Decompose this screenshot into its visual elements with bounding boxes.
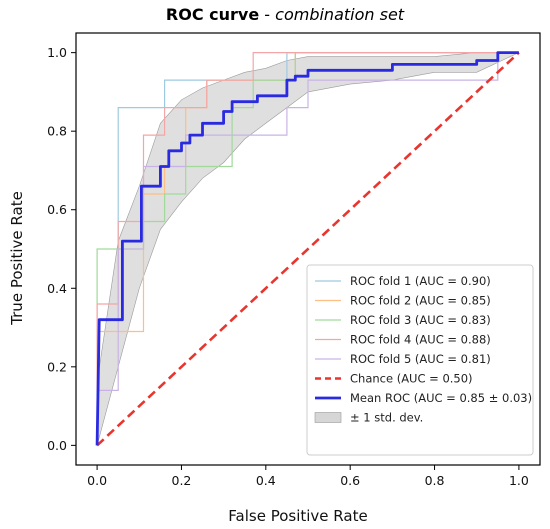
plot-area	[95, 51, 520, 447]
plot-frame	[75, 32, 541, 466]
legend-label-5: ROC fold 5 (AUC = 0.81)	[350, 352, 491, 366]
legend: ROC fold 1 (AUC = 0.90) ROC fold 2 (AUC =…	[306, 264, 534, 456]
x-tick-label: 0.0	[87, 473, 107, 488]
series-7-line	[95, 51, 519, 446]
axes: 0.0 0.2 0.4 0.6 0.8 1.0 0.0 0.2 0.4 0.6 0.8 1.0	[47, 32, 541, 488]
legend-box	[306, 264, 534, 456]
y-axis-label: True Positive Rate	[8, 191, 26, 326]
legend-label-2: ROC fold 2 (AUC = 0.85)	[350, 294, 491, 308]
x-tick-label: 0.6	[340, 473, 360, 488]
y-tick-label: 1.0	[47, 45, 67, 60]
legend-label-7: Mean ROC (AUC = 0.85 ± 0.03)	[350, 391, 532, 405]
x-tick-label: 0.8	[425, 473, 445, 488]
legend-label-6: Chance (AUC = 0.50)	[350, 372, 473, 386]
x-tick-label: 0.4	[256, 473, 276, 488]
x-axis-label: False Positive Rate	[228, 507, 367, 525]
legend-label-1: ROC fold 1 (AUC = 0.90)	[350, 274, 491, 288]
legend-label-3: ROC fold 3 (AUC = 0.83)	[350, 313, 491, 327]
y-tick-label: 0.2	[47, 359, 67, 374]
x-tick-label: 0.2	[172, 473, 192, 488]
chart-title-sub: combination set	[275, 5, 405, 24]
x-tick-label: 1.0	[509, 473, 529, 488]
y-tick-label: 0.4	[47, 281, 67, 296]
y-tick-label: 0.0	[47, 438, 67, 453]
chart-title-main: ROC curve	[166, 5, 259, 24]
y-tick-label: 0.6	[47, 202, 67, 217]
legend-label-4: ROC fold 4 (AUC = 0.88)	[350, 333, 491, 347]
y-tick-label: 0.8	[47, 124, 67, 139]
series-6-line	[96, 51, 520, 447]
chart-title: ROC curve - combination set	[166, 5, 405, 24]
chart-title-separator: -	[259, 5, 275, 24]
legend-handle-std-band	[314, 412, 342, 423]
legend-label-8: ± 1 std. dev.	[350, 411, 423, 425]
